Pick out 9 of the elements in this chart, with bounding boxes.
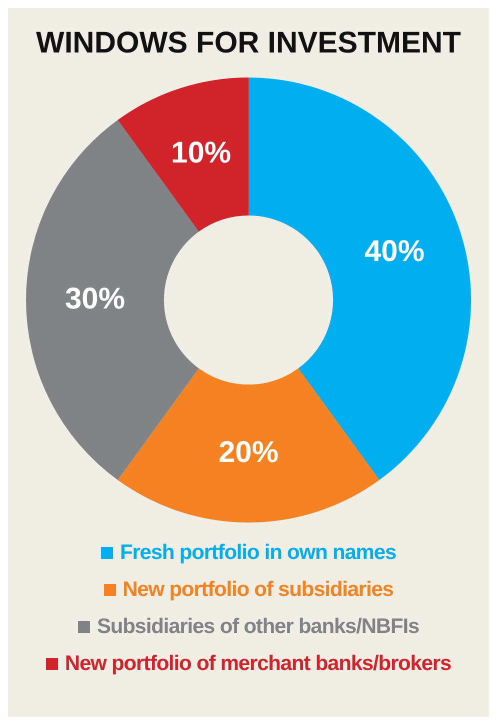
legend-label: Subsidiaries of other banks/NBFIs (96, 614, 420, 640)
chart-title: WINDOWS FOR INVESTMENT (36, 26, 461, 60)
legend-label: Fresh portfolio in own names (118, 540, 398, 566)
data-label: 20% (218, 436, 279, 469)
legend-label: New portfolio of merchant banks/brokers (64, 651, 452, 677)
data-label: 10% (171, 136, 232, 170)
data-label: 40% (364, 234, 425, 268)
data-label: 30% (64, 282, 125, 316)
legend-label: New portfolio of subsidiaries (122, 577, 394, 603)
